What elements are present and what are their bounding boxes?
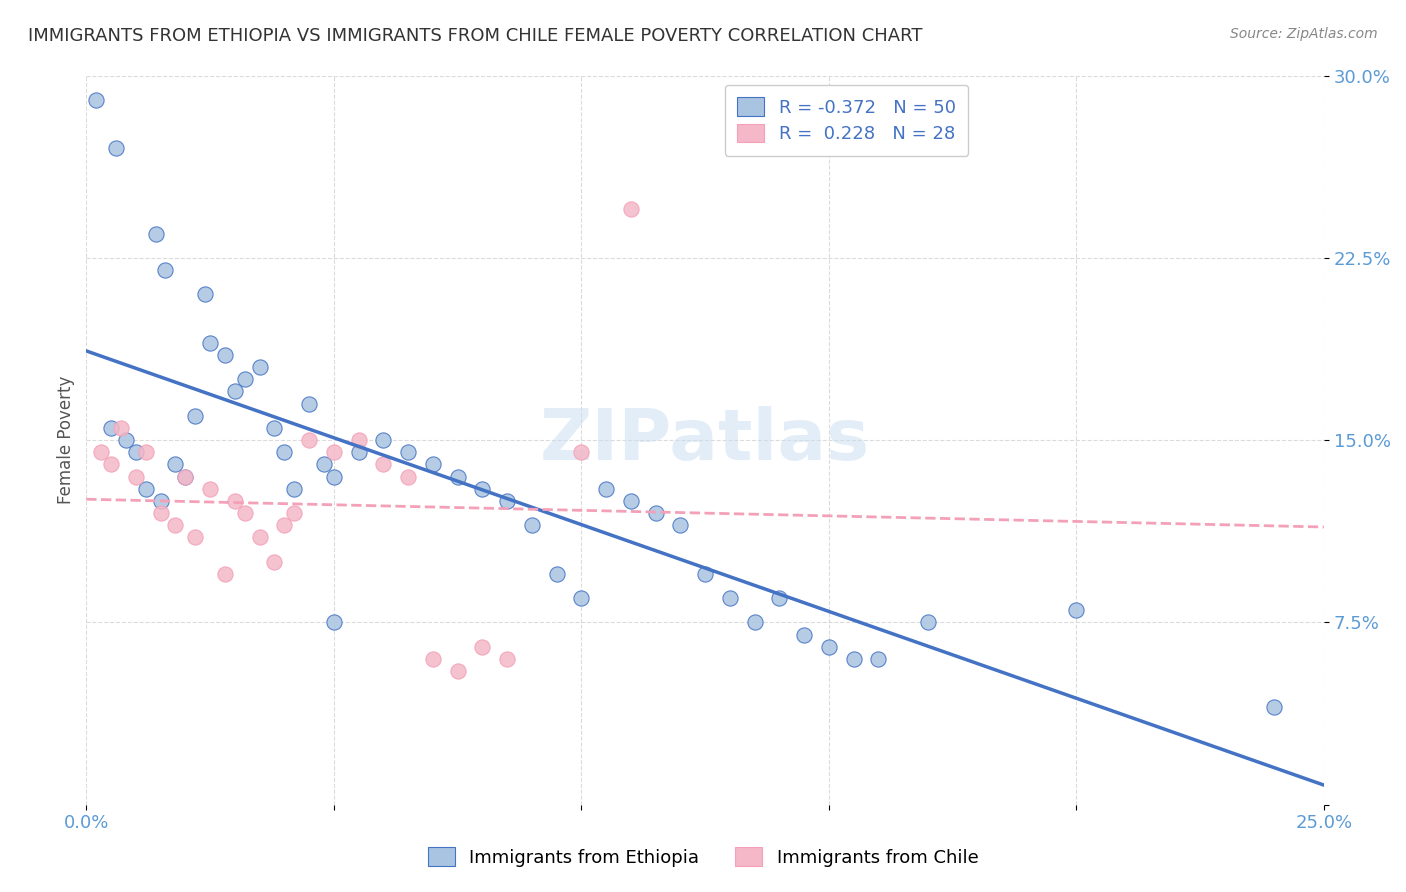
- Point: [125, 445, 148, 459]
- Point: [422, 652, 444, 666]
- Point: [569, 445, 592, 459]
- Point: [149, 506, 172, 520]
- Point: [347, 445, 370, 459]
- Point: [214, 348, 236, 362]
- Point: [298, 433, 321, 447]
- Point: [520, 518, 543, 533]
- Point: [322, 615, 344, 630]
- Point: [496, 652, 519, 666]
- Point: [373, 433, 395, 447]
- Point: [620, 202, 643, 217]
- Point: [298, 397, 321, 411]
- Point: [135, 482, 157, 496]
- Point: [135, 445, 157, 459]
- Point: [184, 409, 207, 423]
- Point: [174, 469, 197, 483]
- Text: IMMIGRANTS FROM ETHIOPIA VS IMMIGRANTS FROM CHILE FEMALE POVERTY CORRELATION CHA: IMMIGRANTS FROM ETHIOPIA VS IMMIGRANTS F…: [28, 27, 922, 45]
- Point: [1066, 603, 1088, 617]
- Point: [422, 458, 444, 472]
- Point: [145, 227, 167, 241]
- Point: [165, 518, 187, 533]
- Point: [669, 518, 692, 533]
- Point: [373, 458, 395, 472]
- Point: [471, 640, 494, 654]
- Text: Source: ZipAtlas.com: Source: ZipAtlas.com: [1230, 27, 1378, 41]
- Point: [263, 421, 285, 435]
- Y-axis label: Female Poverty: Female Poverty: [58, 376, 75, 504]
- Point: [718, 591, 741, 605]
- Point: [744, 615, 766, 630]
- Point: [768, 591, 790, 605]
- Point: [194, 287, 217, 301]
- Point: [233, 506, 256, 520]
- Point: [115, 433, 138, 447]
- Point: [198, 482, 221, 496]
- Point: [818, 640, 841, 654]
- Point: [174, 469, 197, 483]
- Point: [546, 566, 568, 581]
- Point: [322, 469, 344, 483]
- Point: [496, 494, 519, 508]
- Point: [273, 518, 295, 533]
- Point: [842, 652, 865, 666]
- Point: [100, 458, 122, 472]
- Point: [283, 506, 305, 520]
- Point: [233, 372, 256, 386]
- Point: [595, 482, 617, 496]
- Legend: R = -0.372   N = 50, R =  0.228   N = 28: R = -0.372 N = 50, R = 0.228 N = 28: [724, 85, 969, 156]
- Point: [644, 506, 666, 520]
- Point: [165, 458, 187, 472]
- Point: [569, 591, 592, 605]
- Point: [693, 566, 716, 581]
- Point: [347, 433, 370, 447]
- Point: [396, 469, 419, 483]
- Point: [110, 421, 132, 435]
- Point: [446, 664, 468, 678]
- Point: [917, 615, 939, 630]
- Point: [283, 482, 305, 496]
- Point: [868, 652, 890, 666]
- Point: [273, 445, 295, 459]
- Point: [214, 566, 236, 581]
- Point: [90, 445, 112, 459]
- Point: [620, 494, 643, 508]
- Legend: Immigrants from Ethiopia, Immigrants from Chile: Immigrants from Ethiopia, Immigrants fro…: [420, 840, 986, 874]
- Point: [396, 445, 419, 459]
- Point: [100, 421, 122, 435]
- Point: [263, 555, 285, 569]
- Text: ZIPatlas: ZIPatlas: [540, 406, 870, 475]
- Point: [793, 627, 815, 641]
- Point: [249, 360, 271, 375]
- Point: [149, 494, 172, 508]
- Point: [471, 482, 494, 496]
- Point: [155, 263, 177, 277]
- Point: [224, 384, 246, 399]
- Point: [446, 469, 468, 483]
- Point: [125, 469, 148, 483]
- Point: [184, 530, 207, 544]
- Point: [1263, 700, 1285, 714]
- Point: [249, 530, 271, 544]
- Point: [322, 445, 344, 459]
- Point: [104, 141, 127, 155]
- Point: [84, 93, 107, 107]
- Point: [224, 494, 246, 508]
- Point: [312, 458, 335, 472]
- Point: [198, 335, 221, 350]
